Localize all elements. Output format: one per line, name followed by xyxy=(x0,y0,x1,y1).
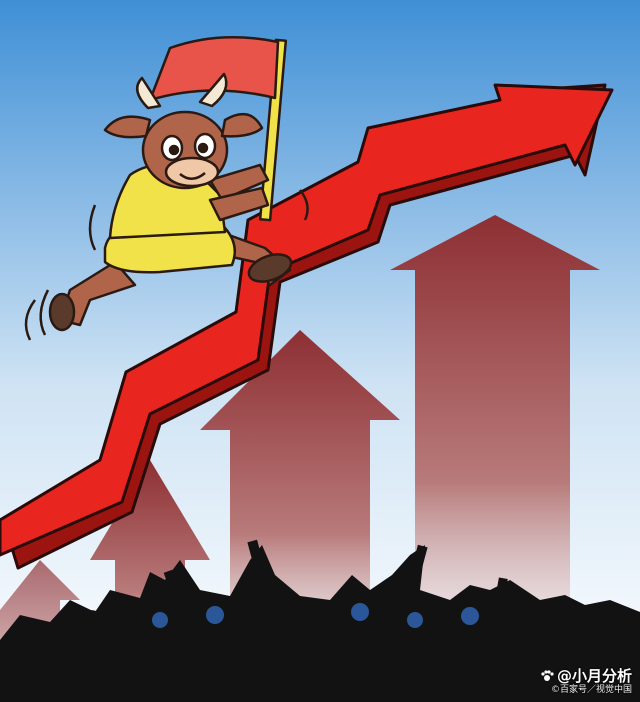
bg-arrow-tall xyxy=(390,215,600,700)
watermark-brand-text: @小月分析 xyxy=(556,667,632,686)
watermark-source: ©百家号／视觉中国 xyxy=(550,685,632,696)
rising-arrow-face xyxy=(0,83,614,557)
crowd-back-row xyxy=(152,603,479,628)
rising-arrow xyxy=(0,83,614,570)
watermark-brand: @小月分析 xyxy=(540,667,632,685)
watermark: @小月分析 ©百家号／视觉中国 xyxy=(540,667,632,696)
crowd-silhouette xyxy=(0,539,640,702)
bull-mascot xyxy=(24,35,309,341)
paw-icon xyxy=(541,670,554,682)
